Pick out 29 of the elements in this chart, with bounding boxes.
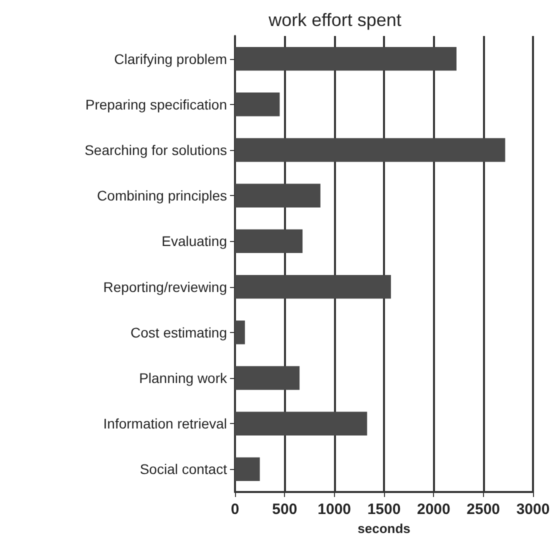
- y-tick-label: Evaluating: [162, 233, 227, 250]
- y-tick-label: Social contact: [140, 461, 228, 478]
- y-tick-label: Planning work: [139, 370, 228, 386]
- bar: [235, 366, 300, 390]
- x-tick-label: 1000: [318, 501, 352, 518]
- bar: [235, 184, 320, 208]
- x-tick-label: 500: [272, 501, 298, 518]
- y-tick-label: Preparing specification: [85, 96, 227, 112]
- bar: [235, 412, 368, 436]
- y-tick-label: Clarifying problem: [114, 50, 227, 67]
- bar: [235, 274, 391, 299]
- y-tick-label: Combining principles: [97, 188, 227, 204]
- x-tick-label: 2000: [416, 501, 450, 518]
- x-tick-label: 3000: [516, 501, 550, 518]
- bar: [235, 320, 245, 344]
- x-tick-label: 1500: [367, 501, 401, 518]
- y-tick-label: Cost estimating: [130, 324, 227, 340]
- x-tick-label: 0: [230, 501, 240, 518]
- y-tick-label: Reporting/reviewing: [103, 278, 227, 295]
- bar: [235, 138, 506, 162]
- bar: [235, 457, 260, 482]
- y-tick-label: Searching for solutions: [84, 142, 227, 158]
- y-tick-label: Information retrieval: [103, 416, 227, 432]
- chart-title: work effort spent: [268, 10, 402, 30]
- x-tick-label: 2500: [466, 501, 500, 518]
- x-axis-title: seconds: [358, 520, 410, 536]
- bar: [235, 46, 457, 71]
- bar: [235, 92, 280, 116]
- bar: [235, 229, 303, 254]
